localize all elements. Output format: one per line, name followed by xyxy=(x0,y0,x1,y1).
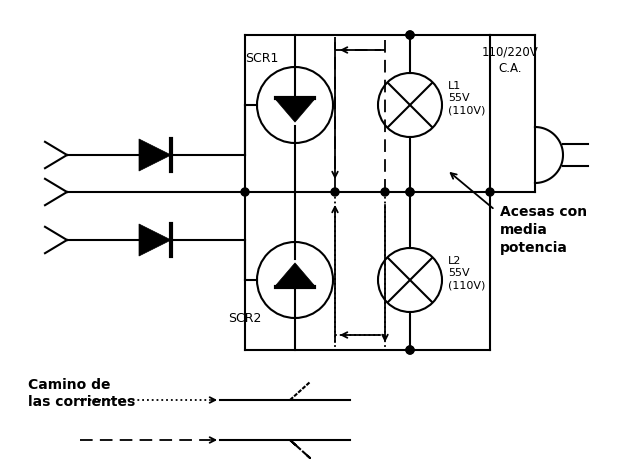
Circle shape xyxy=(406,31,414,39)
Circle shape xyxy=(406,188,414,196)
Circle shape xyxy=(406,188,414,196)
Circle shape xyxy=(381,188,389,196)
Text: SCR2: SCR2 xyxy=(228,311,261,325)
Polygon shape xyxy=(276,263,314,285)
Circle shape xyxy=(406,346,414,354)
Text: SCR1: SCR1 xyxy=(245,52,278,64)
Circle shape xyxy=(406,31,414,39)
Circle shape xyxy=(241,188,249,196)
Text: L1
55V
(110V): L1 55V (110V) xyxy=(448,81,485,115)
Circle shape xyxy=(486,188,494,196)
Circle shape xyxy=(406,346,414,354)
Text: 110/220V
C.A.: 110/220V C.A. xyxy=(482,46,538,74)
Polygon shape xyxy=(139,139,171,171)
Circle shape xyxy=(331,188,339,196)
Text: Camino de
las corrientes: Camino de las corrientes xyxy=(28,378,135,410)
Text: L2
55V
(110V): L2 55V (110V) xyxy=(448,255,485,291)
Polygon shape xyxy=(139,224,171,256)
Polygon shape xyxy=(276,100,314,122)
Text: Acesas con
media
potencia: Acesas con media potencia xyxy=(500,205,587,255)
